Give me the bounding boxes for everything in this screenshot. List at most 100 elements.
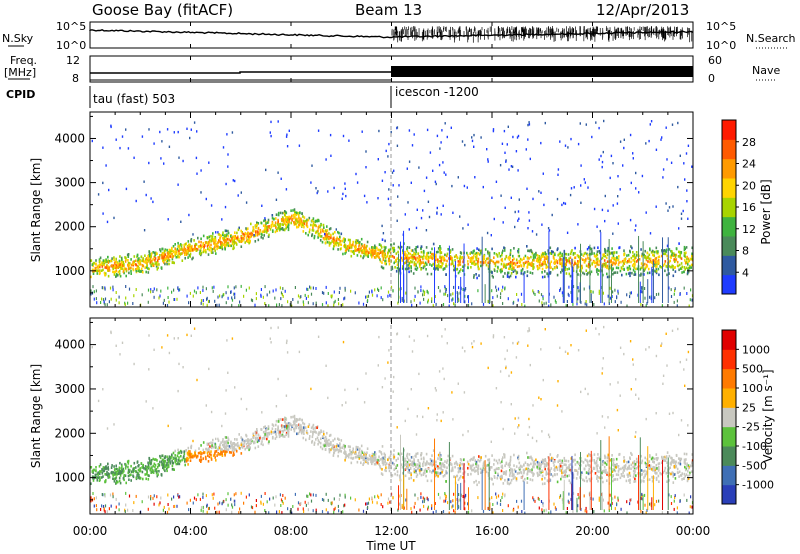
heatmap-cell — [585, 269, 588, 272]
heatmap-cell — [350, 254, 353, 258]
heatmap-cell — [679, 457, 681, 461]
heatmap-cell — [316, 436, 319, 440]
heatmap-cell — [495, 252, 498, 256]
heatmap-cell — [492, 304, 494, 307]
heatmap-cell — [231, 449, 234, 452]
heatmap-cell — [420, 473, 423, 477]
heatmap-cell — [383, 245, 386, 249]
heatmap-cell — [558, 258, 561, 262]
heatmap-cell — [459, 257, 461, 261]
heatmap-cell — [352, 250, 355, 253]
heatmap-cell — [242, 237, 245, 240]
heatmap-cell — [145, 257, 148, 260]
heatmap-cell — [485, 257, 488, 261]
heatmap-cell — [646, 301, 648, 305]
heatmap-cell — [435, 250, 438, 254]
heatmap-cell — [113, 480, 116, 483]
heatmap-cell — [420, 289, 422, 292]
heatmap-cell — [534, 256, 536, 259]
heatmap-cell — [655, 250, 658, 253]
heatmap-cell — [277, 428, 279, 431]
heatmap-cell — [209, 240, 211, 243]
heatmap-cell — [184, 256, 186, 260]
heatmap-cell — [410, 265, 412, 268]
heatmap-cell — [491, 454, 493, 457]
heatmap-cell — [199, 249, 201, 253]
heatmap-cell — [107, 265, 110, 269]
heatmap-cell — [576, 254, 579, 257]
heatmap-cell — [121, 135, 124, 138]
heatmap-cell — [133, 156, 135, 159]
heatmap-cell — [431, 264, 433, 267]
heatmap-cell — [199, 291, 201, 294]
heatmap-cell — [540, 191, 542, 194]
power-y-label: Slant Range [km] — [29, 158, 43, 262]
heatmap-cell — [402, 471, 404, 475]
heatmap-cell — [661, 254, 663, 258]
heatmap-cell — [192, 233, 194, 236]
heatmap-cell — [611, 268, 613, 272]
heatmap-cell — [179, 252, 181, 256]
heatmap-cell — [689, 264, 691, 268]
heatmap-cell — [175, 255, 178, 259]
heatmap-cell — [671, 123, 674, 126]
heatmap-cell — [153, 462, 156, 466]
heatmap-cell — [561, 269, 564, 273]
heatmap-cell — [260, 294, 262, 298]
heatmap-cell — [270, 225, 273, 229]
heatmap-cell — [231, 298, 234, 302]
heatmap-cell — [227, 231, 230, 235]
heatmap-cell — [114, 477, 117, 480]
heatmap-cell — [343, 244, 345, 248]
heatmap-cell — [544, 121, 546, 125]
heatmap-cell — [324, 233, 327, 237]
heatmap-cell — [325, 238, 328, 241]
heatmap-cell — [390, 130, 392, 134]
heatmap-cell — [319, 225, 321, 228]
heatmap-cell — [350, 289, 352, 293]
heatmap-cell — [379, 258, 381, 261]
heatmap-cell — [532, 263, 535, 266]
heatmap-cell — [130, 266, 132, 270]
heatmap-cell — [561, 291, 563, 295]
heatmap-cell — [196, 248, 199, 251]
heatmap-cell — [278, 226, 281, 230]
heatmap-cell — [291, 304, 293, 307]
heatmap-cell — [332, 241, 335, 244]
heatmap-cell — [632, 259, 634, 262]
heatmap-cell — [500, 262, 503, 266]
heatmap-cell — [436, 206, 438, 210]
heatmap-cell — [311, 425, 314, 429]
heatmap-cell — [149, 258, 151, 261]
heatmap-cell — [287, 223, 290, 227]
heatmap-cell — [565, 260, 568, 264]
heatmap-cell — [409, 252, 412, 256]
heatmap-cell — [250, 231, 252, 235]
heatmap-cell — [450, 262, 453, 266]
heatmap-cell — [385, 149, 387, 153]
colorbar-swatch — [722, 216, 736, 237]
heatmap-cell — [668, 272, 670, 275]
heatmap-cell — [487, 261, 489, 265]
heatmap-cell — [299, 221, 301, 225]
heatmap-cell — [120, 463, 123, 467]
heatmap-cell — [110, 297, 112, 301]
heatmap-cell — [411, 303, 413, 307]
heatmap-cell — [515, 258, 518, 262]
heatmap-cell — [444, 292, 447, 296]
heatmap-cell — [425, 257, 428, 261]
heatmap-cell — [188, 301, 190, 305]
heatmap-cell — [663, 456, 665, 459]
heatmap-cell — [654, 270, 657, 273]
heatmap-cell — [592, 260, 595, 264]
heatmap-cell — [529, 263, 531, 266]
heatmap-cell — [679, 458, 682, 462]
heatmap-cell — [168, 259, 171, 262]
heatmap-cell — [408, 228, 410, 231]
heatmap-cell — [150, 259, 153, 263]
heatmap-cell — [310, 286, 312, 290]
heatmap-cell — [293, 427, 296, 431]
heatmap-cell — [526, 263, 529, 266]
heatmap-cell — [602, 273, 604, 277]
heatmap-cell — [656, 260, 658, 263]
